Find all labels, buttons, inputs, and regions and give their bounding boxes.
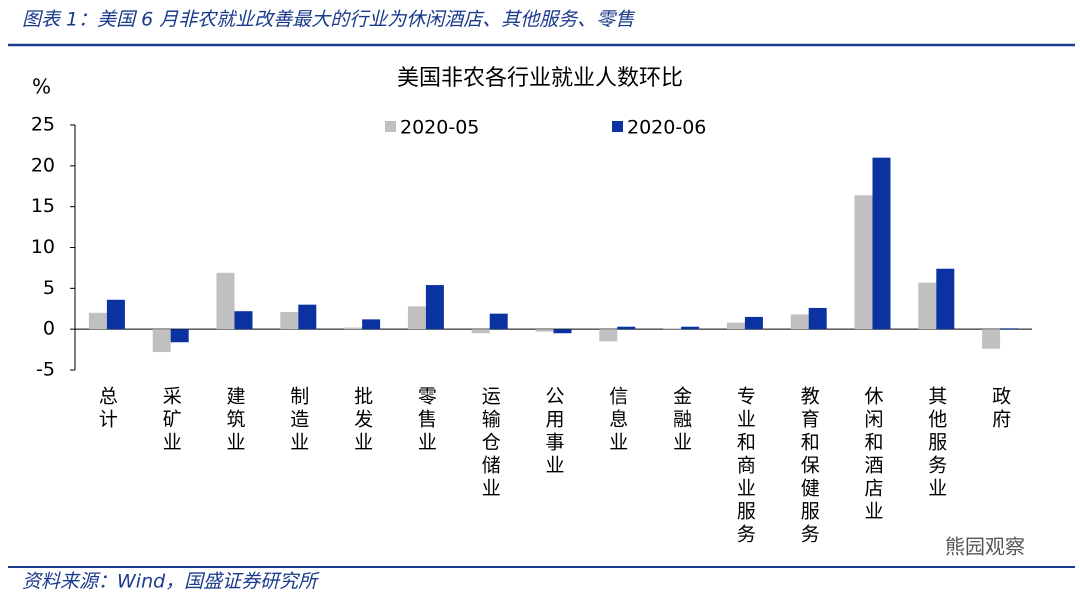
legend-swatch xyxy=(385,121,396,132)
bar xyxy=(344,327,363,330)
bar xyxy=(599,329,618,342)
x-tick-label: 公用事业 xyxy=(543,386,565,478)
y-tick-label: 10 xyxy=(31,236,55,258)
bar xyxy=(298,304,317,330)
bar xyxy=(216,272,235,330)
bar xyxy=(362,319,381,330)
legend-swatch xyxy=(612,121,623,132)
bar xyxy=(234,311,253,330)
bar xyxy=(726,322,745,330)
bar xyxy=(808,307,827,330)
bar xyxy=(535,329,554,332)
bar xyxy=(918,282,937,330)
bar xyxy=(280,312,299,330)
bar xyxy=(681,326,700,330)
y-tick-label: 20 xyxy=(31,154,55,176)
x-tick-label: 零售业 xyxy=(415,386,437,455)
y-axis-label: % xyxy=(32,75,51,99)
legend-label: 2020-06 xyxy=(627,117,706,139)
bar xyxy=(872,157,891,330)
bar xyxy=(854,195,873,330)
bar xyxy=(407,306,426,330)
y-tick-label: 5 xyxy=(43,277,55,299)
y-tick-label: 0 xyxy=(43,318,55,340)
x-tick-label: 批发业 xyxy=(351,386,373,455)
bar xyxy=(553,329,572,334)
bar xyxy=(744,316,763,330)
x-tick-label: 专业和商业服务 xyxy=(734,386,756,547)
bar xyxy=(170,329,189,343)
y-tick-label: 15 xyxy=(31,195,55,217)
bar xyxy=(617,326,636,330)
x-tick-label: 其他服务业 xyxy=(925,386,947,501)
x-tick-label: 金融业 xyxy=(670,386,692,455)
bar xyxy=(790,314,809,330)
bar xyxy=(88,312,107,330)
footer-source: 资料来源：Wind，国盛证券研究所 xyxy=(22,571,320,593)
bar xyxy=(489,313,508,330)
bar xyxy=(663,328,682,330)
bar xyxy=(1000,328,1019,330)
x-tick-label: 采矿业 xyxy=(160,386,182,455)
y-tick-label: -5 xyxy=(36,359,55,381)
bar xyxy=(425,285,444,330)
x-tick-label: 信息业 xyxy=(606,386,628,455)
x-tick-label: 总计 xyxy=(96,386,118,432)
watermark: 熊园观察 xyxy=(945,535,1025,559)
bar xyxy=(152,329,171,353)
chart-title: 美国非农各行业就业人数环比 xyxy=(397,66,683,91)
x-tick-label: 制造业 xyxy=(287,386,309,455)
x-tick-label: 休闲和酒店业 xyxy=(862,386,884,524)
bar xyxy=(106,299,125,330)
x-tick-label: 建筑业 xyxy=(224,386,246,455)
bar xyxy=(982,329,1001,349)
x-tick-label: 教育和保健服务 xyxy=(798,386,820,547)
header-title: 图表 1：美国 6 月非农就业改善最大的行业为休闲酒店、其他服务、零售 xyxy=(22,9,636,31)
y-tick-label: 25 xyxy=(31,114,55,136)
legend-label: 2020-05 xyxy=(400,117,479,139)
x-tick-label: 运输仓储业 xyxy=(479,386,501,501)
x-tick-label: 政府 xyxy=(989,386,1011,432)
bar xyxy=(471,329,490,334)
bar xyxy=(936,268,955,330)
